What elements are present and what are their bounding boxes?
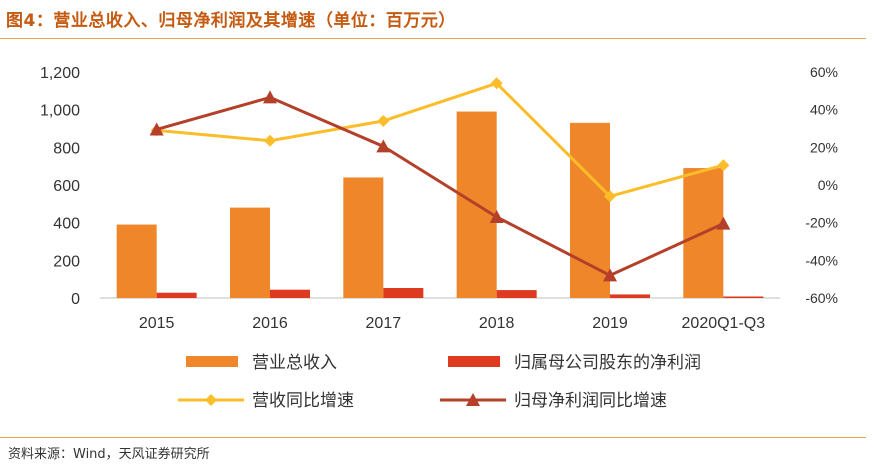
y-right-tick-label: -60% — [805, 290, 838, 306]
netprofit-growth-point — [263, 90, 277, 104]
y-right-tick-label: 0% — [818, 177, 838, 193]
y-left-tick-label: 1,000 — [40, 103, 80, 120]
revenue-growth-point — [490, 77, 503, 90]
revenue-bar — [343, 177, 384, 298]
chart-axes: 0 200 400 600 800 1,000 1,200 -60% -40% -20% 0% 20%… — [40, 64, 838, 332]
revenue-growth-line — [156, 81, 724, 198]
revenue-growth-point — [264, 134, 276, 147]
revenue-growth-point — [717, 159, 730, 172]
x-tick-label: 2017 — [366, 315, 402, 332]
x-tick-label: 2016 — [252, 315, 288, 332]
netprofit-growth-point — [603, 268, 617, 282]
netprofit-bar — [496, 290, 537, 298]
y-left-tick-label: 400 — [53, 216, 80, 233]
footer-divider — [0, 437, 866, 438]
netprofit-bar — [156, 292, 197, 298]
netprofit-bar — [270, 289, 310, 298]
legend-item-4-marker — [466, 393, 480, 406]
y-right-tick-label: 60% — [810, 64, 838, 80]
legend-item-3-label: 营收同比增速 — [252, 391, 354, 410]
chart-lines — [149, 77, 731, 282]
chart-bars — [116, 111, 764, 298]
title-divider — [0, 38, 866, 39]
legend-item-2-swatch — [448, 356, 500, 367]
legend-item-4-label: 归母净利润同比增速 — [514, 391, 667, 410]
y-right-tick-label: 20% — [810, 139, 838, 155]
y-right-tick-label: 40% — [810, 102, 838, 118]
netprofit-growth-point — [149, 122, 164, 136]
y-left-tick-label: 0 — [71, 291, 80, 308]
x-tick-label: 2015 — [139, 315, 175, 332]
x-tick-label: 2019 — [592, 315, 628, 332]
y-left-tick-label: 800 — [53, 140, 80, 157]
x-tick-label: 2018 — [479, 315, 515, 332]
x-tick-label: 2020Q1-Q3 — [682, 315, 766, 332]
y-left-tick-label: 600 — [53, 178, 80, 195]
chart-title: 图4：营业总收入、归母净利润及其增速（单位：百万元） — [6, 11, 456, 31]
combo-chart: 0 200 400 600 800 1,000 1,200 -60% -40% -20% 0% 20%… — [40, 64, 838, 410]
legend-item-2-label: 归属母公司股东的净利润 — [514, 353, 701, 372]
netprofit-bar — [723, 296, 764, 298]
netprofit-growth-line — [156, 95, 724, 277]
revenue-growth-point — [377, 114, 390, 127]
netprofit-growth-point — [716, 216, 731, 230]
netprofit-bar — [383, 288, 424, 298]
revenue-growth-point — [604, 190, 616, 203]
source-note: 资料来源：Wind，天风证券研究所 — [8, 447, 210, 462]
revenue-bar — [116, 224, 157, 298]
revenue-bar — [570, 122, 610, 298]
netprofit-bar — [610, 294, 650, 298]
netprofit-growth-point — [489, 210, 504, 224]
y-right-tick-label: -40% — [805, 252, 838, 268]
y-left-tick-label: 1,200 — [40, 65, 80, 82]
y-right-tick-label: -20% — [805, 215, 838, 231]
legend-item-1-swatch — [186, 356, 238, 367]
netprofit-growth-point — [376, 139, 391, 153]
legend-item-3-marker — [205, 394, 217, 406]
legend-item-1-label: 营业总收入 — [252, 353, 337, 372]
y-left-tick-label: 200 — [53, 253, 80, 270]
revenue-bar — [230, 207, 270, 298]
